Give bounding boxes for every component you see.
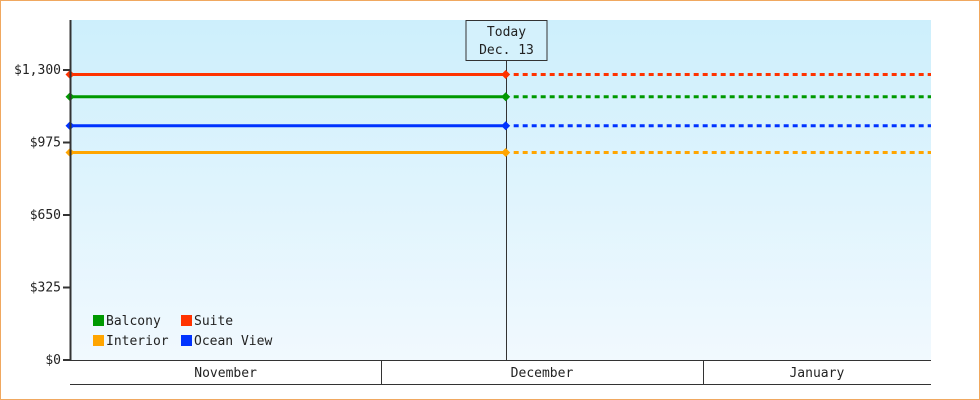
y-tick-label: $975	[30, 136, 61, 151]
data-point-ocean-view	[501, 121, 511, 131]
data-point-balcony	[501, 92, 511, 102]
month-label: January	[789, 366, 844, 381]
legend-swatch	[93, 315, 104, 326]
legend-label: Interior	[106, 334, 169, 349]
legend-label: Balcony	[106, 314, 161, 329]
legend-swatch	[93, 335, 104, 346]
today-label-box	[465, 20, 548, 61]
data-point-interior	[501, 148, 511, 158]
y-tick-label: $1,300	[14, 63, 61, 78]
data-point-suite	[501, 69, 511, 79]
y-tick-label: $325	[30, 281, 61, 296]
month-label: November	[194, 366, 257, 381]
legend-swatch	[181, 315, 192, 326]
y-tick-label: $650	[30, 208, 61, 223]
today-date: Dec. 13	[479, 43, 534, 58]
legend-swatch	[181, 335, 192, 346]
legend-label: Ocean View	[194, 334, 272, 349]
today-label: Today	[487, 25, 526, 40]
y-tick-label: $0	[45, 353, 61, 368]
month-label: December	[511, 366, 574, 381]
legend-label: Suite	[194, 314, 233, 329]
plot-area	[70, 20, 931, 360]
